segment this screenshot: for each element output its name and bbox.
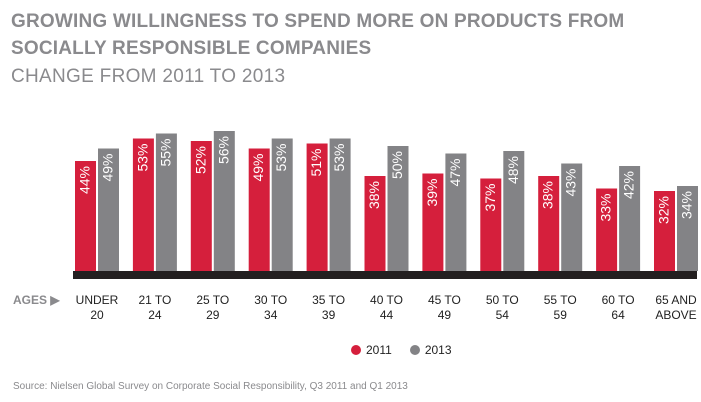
category-label: 24 (148, 308, 162, 322)
data-label-2013: 53% (331, 144, 347, 172)
legend-swatch-2011 (351, 345, 361, 355)
data-label-2013: 50% (389, 151, 405, 179)
data-label-2013: 48% (505, 156, 521, 184)
category-label: 39 (322, 308, 336, 322)
bar-2013 (619, 166, 641, 271)
data-label-2013: 42% (621, 171, 637, 199)
category-label: 35 TO (312, 293, 345, 307)
bar-2013 (98, 148, 119, 271)
category-label: 30 TO (254, 293, 287, 307)
axis-prefix-label: AGES ▶ (13, 293, 60, 307)
category-label: 49 (438, 308, 452, 322)
category-label: ABOVE (655, 308, 696, 322)
data-label-2013: 49% (100, 154, 116, 182)
data-label-2011: 38% (366, 181, 382, 209)
legend: 2011 2013 (351, 343, 470, 357)
chart-subtitle: CHANGE FROM 2011 TO 2013 (11, 66, 286, 87)
bar-2013 (155, 133, 177, 271)
bar-2013 (445, 153, 467, 271)
category-label: 25 TO (196, 293, 229, 307)
bar-2013 (271, 138, 293, 271)
data-label-2013: 56% (215, 136, 231, 164)
data-label-2013: 55% (157, 139, 173, 167)
category-label: 50 TO (486, 293, 519, 307)
category-label: 20 (90, 308, 104, 322)
bar-2011 (538, 176, 560, 271)
category-label: 45 TO (428, 293, 461, 307)
category-label: 40 TO (370, 293, 403, 307)
data-label-2011: 39% (424, 179, 440, 207)
data-label-2011: 33% (598, 194, 614, 222)
bar-2011 (132, 138, 154, 271)
category-label: 21 TO (138, 293, 171, 307)
data-label-2013: 43% (563, 169, 579, 197)
data-label-2013: 47% (447, 159, 463, 187)
category-label: 29 (206, 308, 220, 322)
legend-item-2013: 2013 (409, 343, 452, 357)
data-label-2011: 44% (77, 166, 93, 194)
bar-2011 (422, 173, 444, 271)
category-label: 54 (496, 308, 510, 322)
bar-2013 (387, 146, 409, 271)
data-label-2011: 53% (134, 144, 150, 172)
category-label: 55 TO (544, 293, 577, 307)
data-label-2011: 37% (482, 184, 498, 212)
bar-2011 (248, 148, 270, 271)
legend-item-2011: 2011 (351, 343, 392, 357)
bar-2011 (190, 141, 212, 271)
legend-label-2011: 2011 (366, 343, 392, 357)
data-label-2013: 53% (273, 144, 289, 172)
bar-2013 (213, 131, 235, 271)
data-label-2011: 51% (308, 149, 324, 177)
bar-2013 (561, 163, 583, 271)
category-label: 60 TO (602, 293, 635, 307)
bar-2013 (677, 186, 698, 271)
data-label-2011: 52% (192, 146, 208, 174)
bar-2011 (654, 191, 675, 271)
bar-2011 (480, 178, 502, 271)
data-label-2011: 32% (656, 196, 672, 224)
bar-2011 (364, 176, 386, 271)
legend-label-2013: 2013 (424, 343, 452, 357)
baseline (73, 271, 697, 279)
category-label: 64 (611, 308, 625, 322)
category-label: 44 (380, 308, 394, 322)
data-label-2013: 34% (679, 191, 695, 219)
data-label-2011: 49% (250, 154, 266, 182)
bar-2011 (596, 188, 618, 271)
chart-title: GROWING WILLINGNESS TO SPEND MORE ON PRO… (11, 11, 625, 59)
category-label: UNDER (76, 293, 119, 307)
category-label: 59 (554, 308, 568, 322)
bar-2013 (503, 151, 525, 271)
bar-2011 (306, 143, 328, 271)
bar-2011 (75, 161, 96, 271)
category-label: 65 AND (655, 293, 697, 307)
legend-swatch-2013 (409, 345, 420, 355)
data-label-2011: 38% (540, 181, 556, 209)
bar-2013 (329, 138, 351, 271)
source-note: Source: Nielsen Global Survey on Corpora… (13, 381, 408, 392)
category-label: 34 (264, 308, 278, 322)
